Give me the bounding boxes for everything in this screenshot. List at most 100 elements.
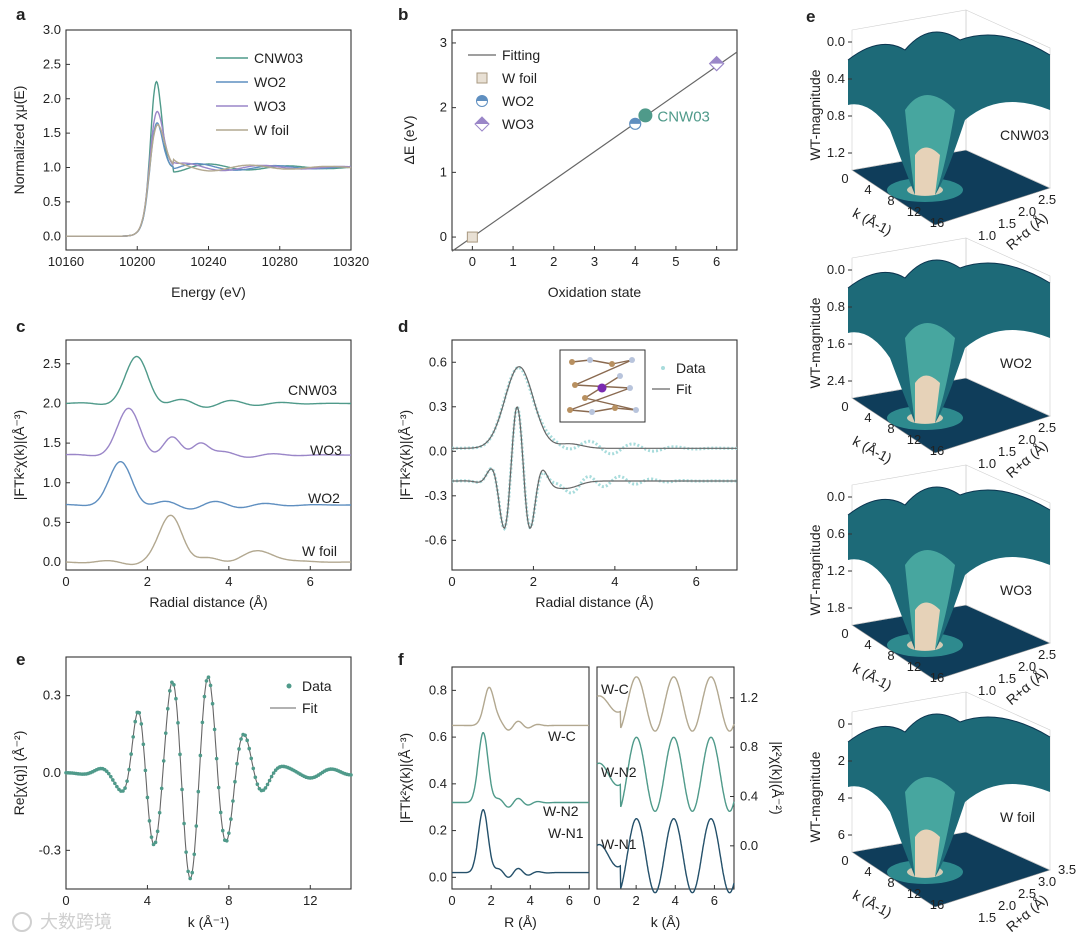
watermark-icon bbox=[12, 912, 32, 932]
panel-label: f bbox=[398, 650, 404, 669]
data-point bbox=[178, 752, 182, 757]
x-tick-label: 4 bbox=[864, 864, 871, 879]
y-tick-label: 1.2 bbox=[740, 690, 758, 705]
x-tick-label: 4 bbox=[864, 182, 871, 197]
data-point bbox=[208, 683, 213, 688]
x-tick-label: 0 bbox=[841, 853, 848, 868]
watermark-text: 大数跨境 bbox=[40, 912, 112, 932]
y-tick-label: 0 bbox=[440, 229, 447, 244]
x-tick-label: 5 bbox=[672, 254, 679, 269]
y-tick-label: 2 bbox=[440, 100, 447, 115]
z-tick-label: 1.6 bbox=[827, 336, 845, 351]
data-point bbox=[225, 838, 229, 843]
data-point bbox=[106, 771, 111, 776]
point-w-foil bbox=[466, 231, 478, 243]
data-point bbox=[190, 870, 195, 875]
x-tick-label: 12 bbox=[907, 204, 921, 219]
series-label: WO3 bbox=[310, 442, 342, 458]
z-tick-label: 0.0 bbox=[827, 34, 845, 49]
data-point bbox=[200, 720, 205, 725]
y-tick-label: 2.5 bbox=[1018, 886, 1036, 901]
x-tick-label: 3 bbox=[591, 254, 598, 269]
data-point bbox=[218, 810, 223, 815]
z-axis-label: WT-magnitude bbox=[807, 524, 823, 615]
data-point bbox=[123, 786, 127, 790]
y-tick-label: 0.0 bbox=[429, 443, 447, 458]
y-tick-label: 1 bbox=[440, 164, 447, 179]
bond bbox=[574, 359, 633, 386]
series-label: CNW03 bbox=[288, 382, 337, 398]
y-tick-label: 0.6 bbox=[429, 354, 447, 369]
data-point bbox=[235, 761, 239, 766]
series-line bbox=[596, 817, 735, 894]
legend-label: CNW03 bbox=[254, 50, 303, 66]
data-point bbox=[206, 675, 211, 680]
data-point bbox=[192, 852, 197, 857]
data-point bbox=[143, 768, 148, 773]
x-tick-label: 16 bbox=[930, 443, 944, 458]
data-point bbox=[237, 747, 241, 751]
y-tick-label: 2.0 bbox=[1018, 432, 1036, 447]
y-tick-label: 0.0 bbox=[740, 838, 758, 853]
data-real bbox=[452, 404, 737, 532]
data-point bbox=[131, 735, 135, 739]
plot-frame bbox=[451, 666, 590, 890]
data-point bbox=[172, 682, 176, 687]
y-tick-label: -0.6 bbox=[425, 532, 447, 547]
fit-line bbox=[451, 51, 738, 252]
surface-name: CNW03 bbox=[1000, 127, 1049, 143]
legend-label: WO3 bbox=[502, 116, 534, 132]
x-axis-label: Radial distance (Å) bbox=[149, 594, 267, 610]
fit-real bbox=[452, 406, 737, 530]
panel-f-right: 0 2 4 6 0.0 0.4 0.8 1.2 k (Å) |k²χ(k)|(Å⁻²) W-C W-N… bbox=[593, 666, 785, 930]
x-tick-label: 4 bbox=[632, 254, 639, 269]
surface-name: WO2 bbox=[1000, 355, 1032, 371]
x-tick-label: 12 bbox=[907, 659, 921, 674]
atom bbox=[629, 357, 635, 363]
data-point bbox=[133, 719, 138, 724]
structure-inset bbox=[559, 349, 646, 423]
surface-ridge bbox=[847, 713, 1051, 743]
y-tick-label: 2.0 bbox=[998, 898, 1016, 913]
data-point bbox=[180, 787, 184, 792]
series-label: W-N1 bbox=[548, 825, 584, 841]
y-tick-label: 2.0 bbox=[43, 91, 61, 106]
data-point bbox=[141, 742, 146, 747]
atom bbox=[589, 409, 595, 415]
series-label: W-N1 bbox=[601, 836, 637, 852]
data-point bbox=[174, 696, 178, 701]
data-point bbox=[139, 722, 144, 726]
y-tick-label: 1.0 bbox=[978, 228, 996, 243]
x-tick-label: 0 bbox=[841, 171, 848, 186]
x-tick-label: 12 bbox=[303, 893, 317, 908]
data-point bbox=[269, 774, 274, 779]
x-axis-label: Oxidation state bbox=[548, 284, 642, 300]
atom bbox=[627, 385, 633, 391]
y-axis-label: |FTk²χ(k)|(Å⁻³) bbox=[397, 733, 413, 823]
z-axis-label: WT-magnitude bbox=[807, 751, 823, 842]
y-tick-label: 2.5 bbox=[43, 56, 61, 71]
x-axis-label: k (Å-1) bbox=[850, 433, 895, 467]
data-point bbox=[129, 752, 133, 756]
data-point bbox=[161, 759, 166, 763]
data-point bbox=[249, 756, 254, 761]
data-point bbox=[267, 778, 272, 783]
y-tick-label: 2.0 bbox=[43, 395, 61, 410]
series-line bbox=[596, 676, 735, 732]
y-tick-label: 0.6 bbox=[429, 729, 447, 744]
x-tick-label: 16 bbox=[930, 670, 944, 685]
series-line bbox=[452, 686, 589, 731]
x-tick-label: 8 bbox=[887, 193, 894, 208]
panel-label: a bbox=[16, 5, 26, 24]
y-axis-label: |FTk²χ(k)|(Å⁻³) bbox=[397, 410, 413, 500]
y-tick-label: 3.0 bbox=[1038, 874, 1056, 889]
data-point bbox=[198, 753, 203, 758]
y-axis-label: |k²χ(k)|(Å⁻²) bbox=[769, 741, 785, 814]
data-point bbox=[229, 817, 233, 821]
data-point bbox=[125, 779, 129, 783]
y-tick-label: 0.3 bbox=[43, 688, 61, 703]
series-line bbox=[66, 461, 351, 510]
x-tick-label: 12 bbox=[907, 432, 921, 447]
x-tick-label: 2 bbox=[488, 893, 495, 908]
